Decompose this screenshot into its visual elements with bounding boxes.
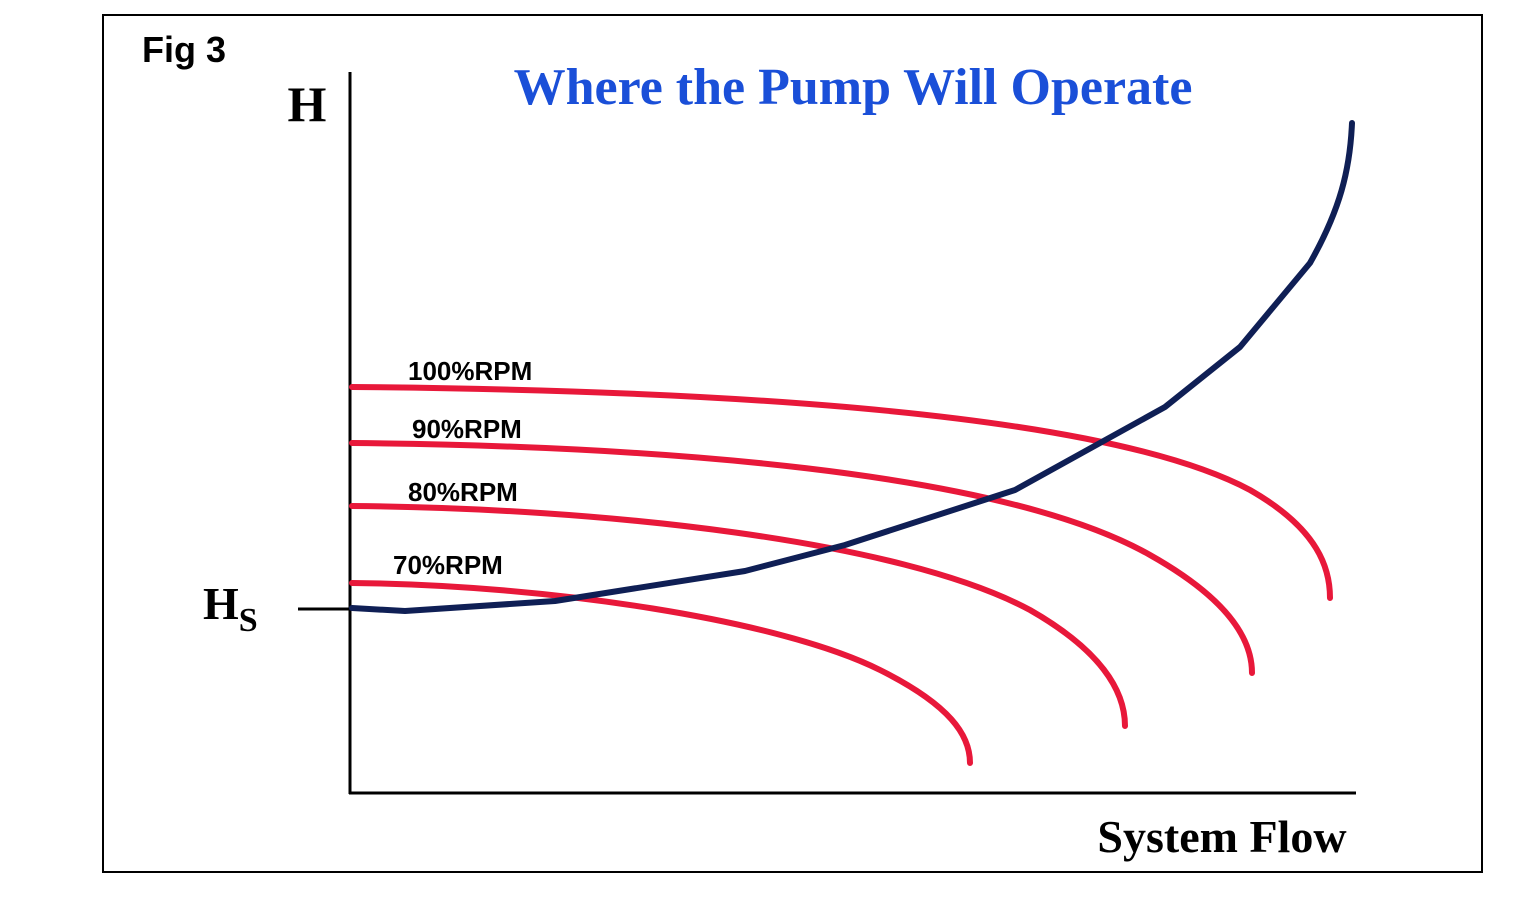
figure-label: Fig 3 bbox=[142, 29, 226, 70]
frame bbox=[102, 14, 1483, 873]
system-curve bbox=[349, 120, 1355, 614]
static-head-main: H bbox=[203, 578, 239, 629]
static-head-subscript: S bbox=[239, 602, 258, 639]
static-head-label: HS bbox=[203, 578, 258, 639]
curve-label: 70%RPM bbox=[393, 550, 503, 580]
curve-label: 80%RPM bbox=[408, 477, 518, 507]
pump-curve bbox=[349, 580, 973, 766]
pump-curve bbox=[349, 503, 1128, 729]
y-axis-label: H bbox=[288, 76, 327, 132]
pump-curves bbox=[349, 384, 1333, 766]
pump-curve bbox=[349, 440, 1255, 676]
title: Where the Pump Will Operate bbox=[514, 59, 1193, 116]
curve-label: 90%RPM bbox=[412, 414, 522, 444]
curve-label: 100%RPM bbox=[408, 356, 532, 386]
x-axis-label: System Flow bbox=[1097, 811, 1346, 862]
pump-curve bbox=[349, 384, 1333, 601]
